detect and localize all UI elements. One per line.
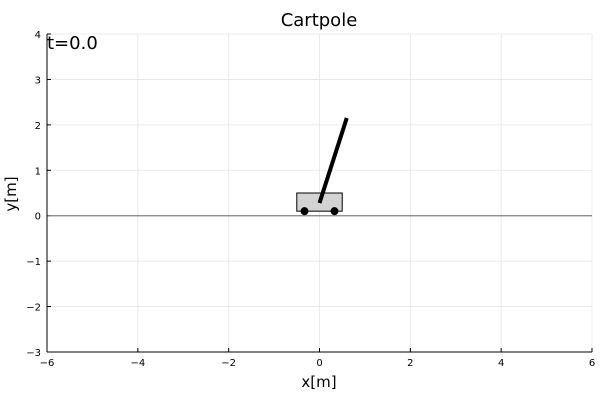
x-tick-label: 2 xyxy=(407,358,413,369)
x-tick-label: −4 xyxy=(130,358,145,369)
right-wheel xyxy=(330,207,339,216)
y-tick-label: 2 xyxy=(35,121,41,132)
y-tick-label: 1 xyxy=(35,166,41,177)
y-tick-label: 0 xyxy=(35,212,41,223)
x-tick-labels: −6 −4 −2 0 2 4 6 xyxy=(40,348,595,369)
y-tick-label: −2 xyxy=(26,303,41,314)
x-tick-label: 0 xyxy=(316,358,322,369)
chart-title: Cartpole xyxy=(281,10,358,31)
y-tick-label: 3 xyxy=(35,75,41,86)
x-tick-label: −2 xyxy=(221,358,236,369)
y-tick-label: −3 xyxy=(26,348,41,359)
y-tick-label: 4 xyxy=(35,30,41,41)
left-wheel xyxy=(300,207,309,216)
x-tick-label: 6 xyxy=(589,358,595,369)
y-tick-label: −1 xyxy=(26,257,41,268)
y-axis-label: y[m] xyxy=(2,176,20,211)
x-tick-label: −6 xyxy=(40,358,55,369)
pole xyxy=(317,117,349,204)
time-annotation: t=0.0 xyxy=(47,33,98,54)
x-axis-label: x[m] xyxy=(301,373,336,391)
x-tick-label: 4 xyxy=(498,358,504,369)
